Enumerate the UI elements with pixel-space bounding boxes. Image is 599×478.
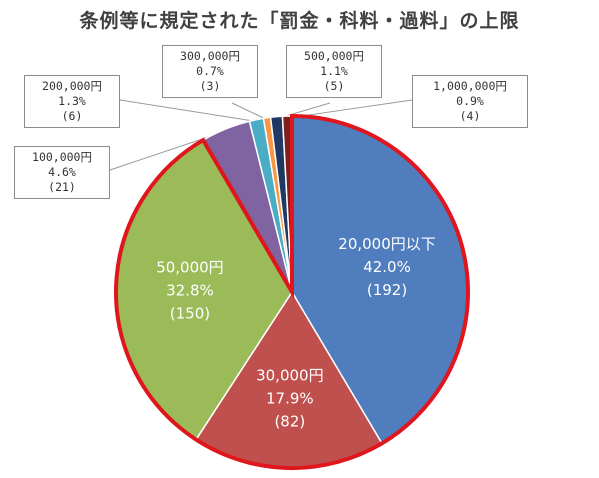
callout-200000: 200,000円 1.3% (6)	[24, 75, 120, 128]
callout-1000000-count: (4)	[459, 109, 481, 123]
callout-100000-count: (21)	[48, 180, 76, 194]
callout-1000000-percent: 0.9%	[456, 94, 484, 108]
slice-label-2-count: (150)	[170, 305, 210, 323]
slice-label-2-name: 50,000円	[156, 259, 224, 277]
callout-500000-count: (5)	[323, 79, 345, 93]
callout-200000-count: (6)	[61, 109, 83, 123]
callout-1000000-name: 1,000,000円	[433, 79, 507, 93]
callout-100000-percent: 4.6%	[48, 165, 76, 179]
slice-label-0-name: 20,000円以下	[338, 235, 436, 253]
slice-label-0-count: (192)	[367, 281, 407, 299]
callout-200000-name: 200,000円	[42, 79, 102, 93]
callout-500000: 500,000円 1.1% (5)	[286, 45, 382, 98]
slice-label-2-percent: 32.8%	[166, 282, 214, 300]
leader-line-4	[119, 99, 257, 123]
callout-500000-percent: 1.1%	[320, 64, 348, 78]
callout-300000-name: 300,000円	[180, 49, 240, 63]
callout-300000-percent: 0.7%	[196, 64, 224, 78]
callout-100000-name: 100,000円	[32, 150, 92, 164]
inside-labels: 20,000円以下 42.0% (192) 30,000円 17.9% (82)…	[156, 235, 436, 431]
callout-200000-percent: 1.3%	[58, 94, 86, 108]
callout-300000: 300,000円 0.7% (3)	[162, 45, 258, 98]
leader-line-5	[231, 102, 268, 121]
slice-label-1-percent: 17.9%	[266, 390, 314, 408]
slice-label-1-name: 30,000円	[256, 367, 324, 385]
callout-100000: 100,000円 4.6% (21)	[14, 146, 110, 199]
callout-300000-count: (3)	[199, 79, 221, 93]
callout-500000-name: 500,000円	[304, 49, 364, 63]
slice-label-0-percent: 42.0%	[363, 258, 411, 276]
slice-label-1-count: (82)	[274, 413, 305, 431]
callout-1000000: 1,000,000円 0.9% (4)	[412, 75, 528, 128]
highlight-outline	[114, 113, 470, 470]
chart-title: 条例等に規定された「罰金・科料・過料」の上限	[79, 10, 520, 32]
